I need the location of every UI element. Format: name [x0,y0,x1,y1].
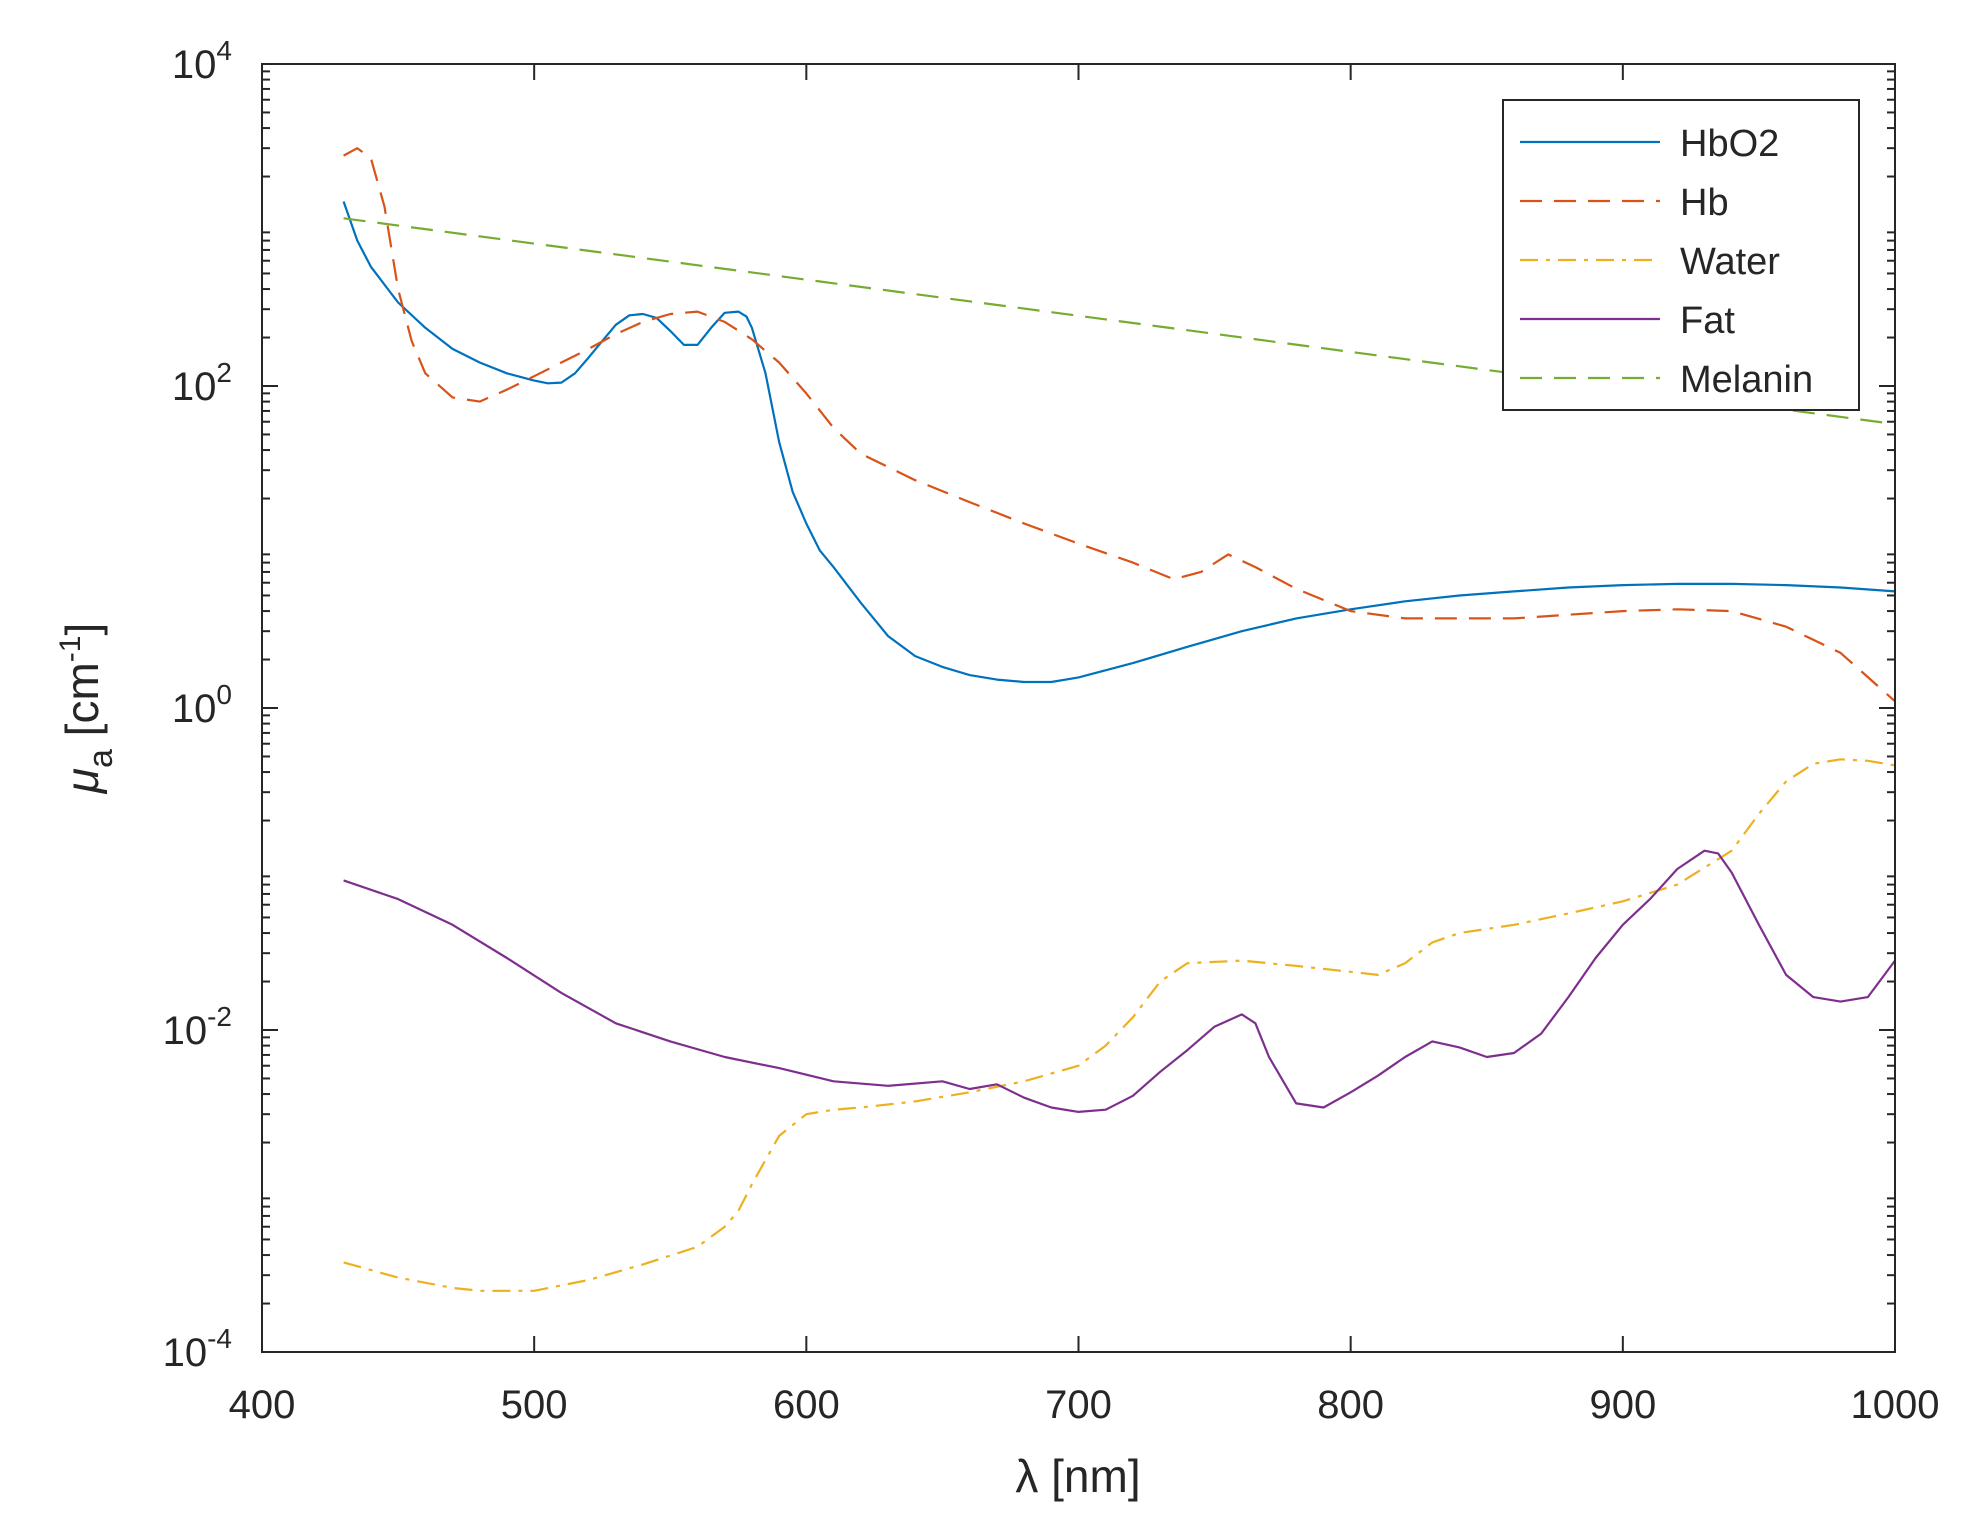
y-tick-label-base: 10 [172,43,217,87]
y-tick-label-exponent: 2 [216,357,232,388]
series-line-hbo2 [342,201,1896,684]
series-line-fat [343,849,1896,1113]
legend: HbO2 Hb Water Fat Melanin [1502,99,1860,411]
y-tick-label: 10-4 [163,1323,232,1375]
y-tick-label-exponent: 4 [216,35,232,66]
y-tick-label: 104 [172,35,232,87]
y-tick-label: 102 [172,357,232,409]
y-tick-label-base: 10 [163,1331,208,1375]
series-line-water [343,758,1896,1292]
y-axis-label-close: ] [56,623,108,636]
y-tick-label-base: 10 [172,365,217,409]
legend-label-melanin: Melanin [1680,359,1813,401]
x-tick-label: 600 [773,1383,840,1427]
x-tick-label: 1000 [1851,1383,1940,1427]
x-tick-label: 800 [1317,1383,1384,1427]
axis-ticks [261,63,1896,1353]
legend-label-water: Water [1680,241,1780,283]
y-axis-label-unit: [cm [56,662,108,749]
legend-box [1502,99,1860,411]
x-tick-label: 900 [1589,1383,1656,1427]
y-axis-label-subscript: a [82,749,120,768]
y-tick-label-base: 10 [172,687,217,731]
x-tick-label: 400 [229,1383,296,1427]
plot-lines [342,147,1896,1292]
legend-label-hb: Hb [1680,182,1729,224]
series-line-hb [343,147,1896,703]
x-tick-label: 500 [501,1383,568,1427]
y-axis-label: μa [cm-1] [54,623,120,794]
y-tick-label-base: 10 [163,1009,208,1053]
y-axis-label-exponent: -1 [54,636,87,663]
y-tick-label-exponent: 0 [216,679,232,710]
legend-label-fat: Fat [1680,300,1735,342]
y-axis-label-symbol: μ [56,768,108,794]
y-tick-label-exponent: -4 [207,1323,232,1354]
y-tick-label-exponent: -2 [207,1001,232,1032]
x-tick-label: 700 [1045,1383,1112,1427]
x-axis-label: λ [nm] [1015,1450,1140,1502]
y-tick-label: 100 [172,679,232,731]
y-tick-label: 10-2 [163,1001,232,1053]
legend-label-hbo2: HbO2 [1680,123,1779,165]
